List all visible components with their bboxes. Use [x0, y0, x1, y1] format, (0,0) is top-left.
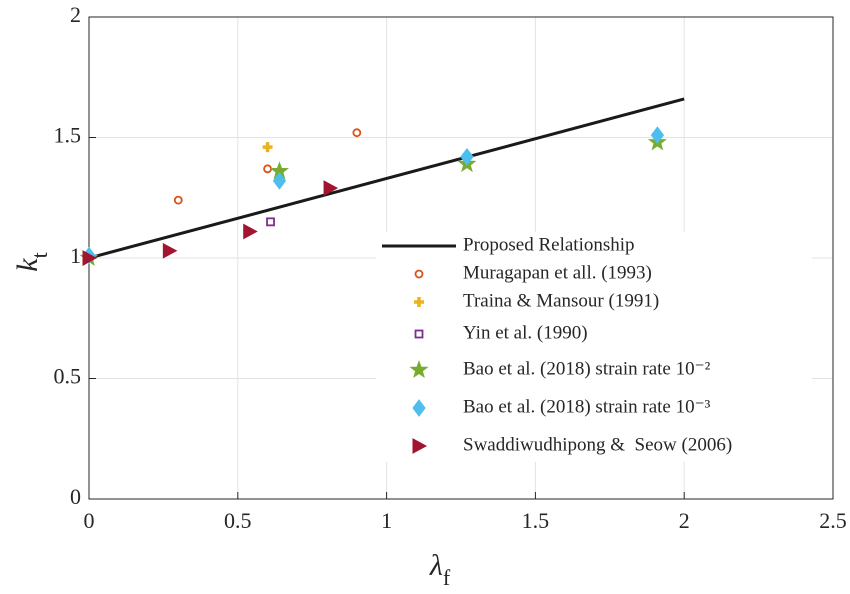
x-tick-label: 2: [679, 508, 690, 533]
legend-label: Swaddiwudhipong & Seow (2006): [463, 434, 732, 455]
x-axis-label: λf: [429, 549, 451, 590]
marker: [650, 126, 665, 144]
legend-swatch: [412, 399, 426, 417]
legend-swatch: [409, 360, 429, 379]
x-tick-label: 0: [84, 508, 95, 533]
marker: [173, 195, 183, 205]
legend-swatch: [414, 269, 424, 279]
marker: [243, 223, 258, 240]
x-tick-label: 1.5: [522, 508, 550, 533]
y-axis-label: kt: [11, 252, 52, 271]
y-tick-label: 0.5: [54, 364, 82, 389]
marker: [323, 180, 339, 196]
legend-label: Bao et al. (2018) strain rate 10⁻³: [463, 396, 711, 417]
marker: [162, 242, 178, 259]
marker: [460, 147, 474, 166]
legend: Proposed Relationship Muragapan et all. (…: [376, 232, 812, 462]
marker: [82, 250, 98, 266]
legend-swatch: [412, 438, 428, 454]
marker: [266, 217, 275, 227]
y-tick-label: 2: [70, 2, 81, 27]
legend-label: Traina & Mansour (1991): [463, 290, 659, 311]
legend-label: Bao et al. (2018) strain rate 10⁻²: [463, 358, 711, 379]
x-tick-label: 2.5: [819, 508, 847, 533]
legend-label: Yin et al. (1990): [463, 322, 588, 343]
x-tick-label: 0.5: [224, 508, 252, 533]
legend-box: [376, 232, 812, 462]
legend-label: Muragapan et all. (1993): [463, 262, 652, 283]
y-tick-label: 1: [70, 243, 81, 268]
x-tick-label: 1: [381, 508, 392, 533]
legend-label: Proposed Relationship: [463, 234, 635, 255]
marker: [272, 172, 287, 190]
marker: [352, 128, 362, 138]
legend-swatch: [414, 329, 424, 339]
y-tick-label: 1.5: [54, 123, 82, 148]
y-tick-label: 0: [70, 484, 81, 509]
legend-swatch: [414, 297, 424, 307]
marker: [262, 142, 273, 153]
line: [88, 97, 685, 260]
